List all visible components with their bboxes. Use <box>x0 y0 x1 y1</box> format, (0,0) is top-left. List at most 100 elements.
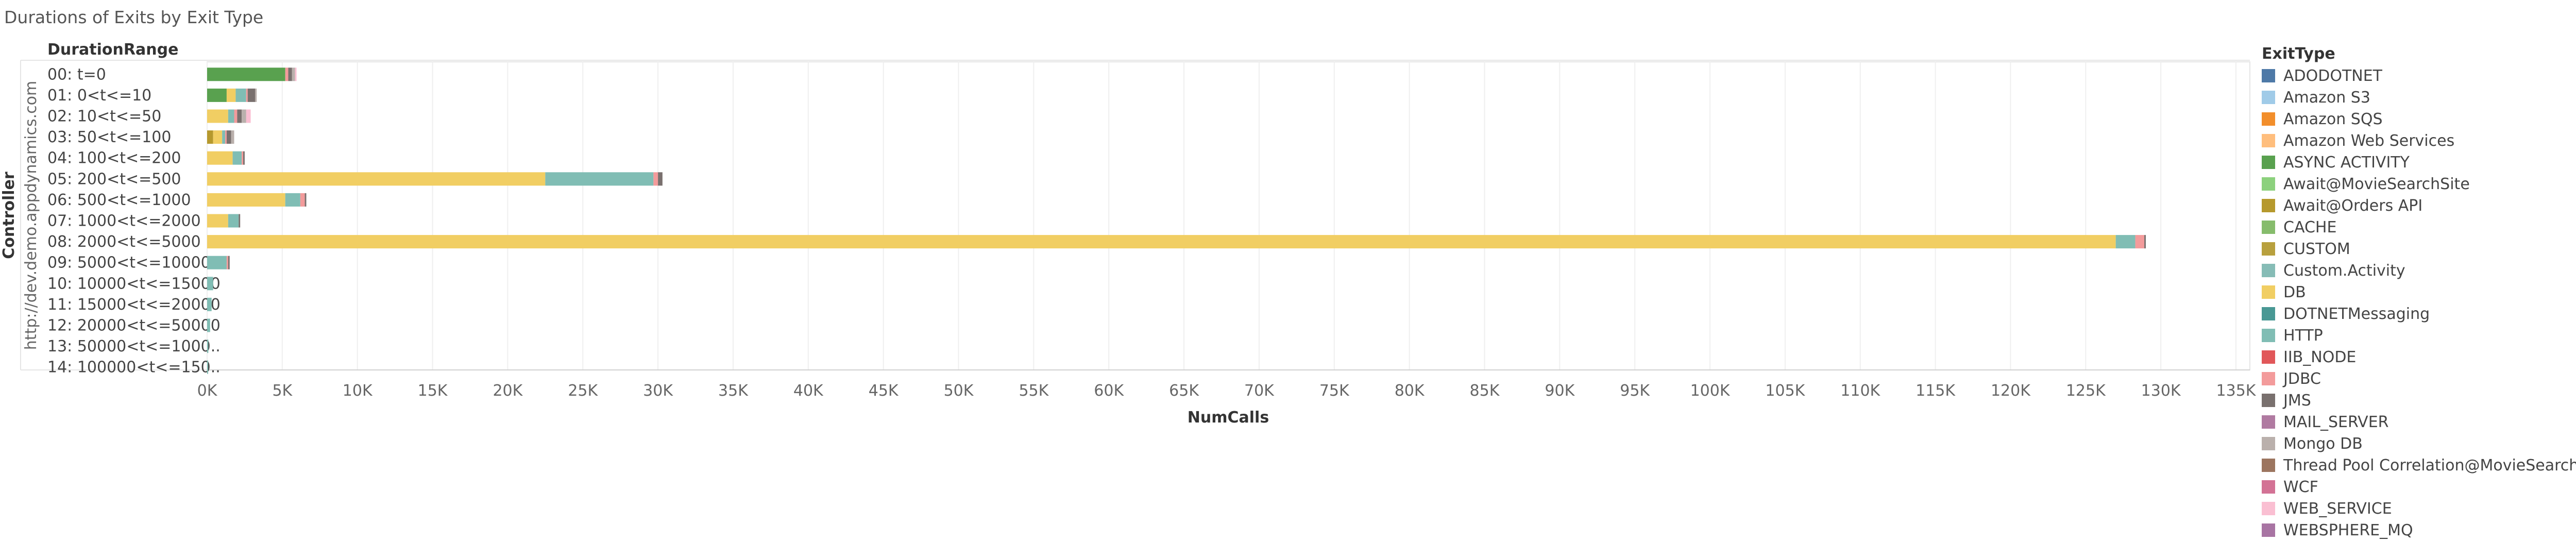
bar-segment[interactable] <box>207 151 233 165</box>
bar-segment[interactable] <box>2144 235 2146 249</box>
x-tick-label: 35K <box>718 382 749 400</box>
bar-segment[interactable] <box>658 172 663 186</box>
x-tick-label: 10K <box>343 382 373 400</box>
bar-segment[interactable] <box>226 130 231 144</box>
bar-segment[interactable] <box>207 256 227 269</box>
bar-segment[interactable] <box>292 67 295 81</box>
bar-segment[interactable] <box>228 256 230 269</box>
bar-segment[interactable] <box>246 88 248 102</box>
legend-label: Mongo DB <box>2283 434 2363 453</box>
x-tick-label: 55K <box>1019 382 1049 400</box>
legend-item[interactable]: DOTNETMessaging <box>2262 303 2576 325</box>
legend-item[interactable]: MAIL_SERVER <box>2262 411 2576 433</box>
bar-segment[interactable] <box>207 340 209 353</box>
legend-item[interactable]: JDBC <box>2262 368 2576 390</box>
bar-segment[interactable] <box>207 67 285 81</box>
x-tick-label: 50K <box>944 382 974 400</box>
bar-segment[interactable] <box>2115 235 2136 249</box>
bar-segment[interactable] <box>207 109 228 123</box>
bar-segment[interactable] <box>295 67 297 81</box>
bar-segment[interactable] <box>285 67 289 81</box>
legend-item[interactable]: WCF <box>2262 476 2576 498</box>
bar-segment[interactable] <box>207 277 213 291</box>
bar-segment[interactable] <box>226 256 228 269</box>
x-tick-label: 100K <box>1690 382 1731 400</box>
legend-item[interactable]: CACHE <box>2262 216 2576 238</box>
bar-segment[interactable] <box>243 151 245 165</box>
bar-segment[interactable] <box>237 109 242 123</box>
legend-item[interactable]: Amazon SQS <box>2262 108 2576 130</box>
bar-segment[interactable] <box>222 130 226 144</box>
legend-swatch <box>2262 91 2275 104</box>
bar-segment[interactable] <box>231 130 234 144</box>
legend-swatch <box>2262 177 2275 191</box>
bar-segment[interactable] <box>207 88 227 102</box>
legend-item[interactable]: JMS <box>2262 390 2576 411</box>
legend-item[interactable]: Amazon S3 <box>2262 87 2576 108</box>
category-label: 00: t=0 <box>47 65 106 83</box>
legend-item[interactable]: ASYNC ACTIVITY <box>2262 151 2576 173</box>
legend-label: CUSTOM <box>2283 240 2350 258</box>
legend-item[interactable]: IIB_NODE <box>2262 346 2576 368</box>
legend-item[interactable]: Await@MovieSearchSite <box>2262 173 2576 195</box>
bar-segment[interactable] <box>207 130 213 144</box>
bar-segment[interactable] <box>207 318 210 332</box>
bar-segment[interactable] <box>228 109 234 123</box>
legend-swatch <box>2262 69 2275 82</box>
x-ticks: 0K 5K 10K 15K 20K 25K 30K 35K 40K 45K 50K 55K 60K 65K… <box>197 382 2257 400</box>
bar-segment[interactable] <box>285 193 300 207</box>
legend-swatch <box>2262 134 2275 147</box>
x-tick-label: 60K <box>1094 382 1124 400</box>
category-label: 13: 50000<t<=1000.. <box>47 337 221 356</box>
bar-segment[interactable] <box>234 109 238 123</box>
legend-item[interactable]: Await@Orders API <box>2262 195 2576 216</box>
x-tick-label: 70K <box>1244 382 1275 400</box>
legend-label: Custom.Activity <box>2283 261 2405 280</box>
bar-segment[interactable] <box>247 88 256 102</box>
bar-segment[interactable] <box>207 235 2116 249</box>
bar-segment[interactable] <box>288 67 292 81</box>
legend-item[interactable]: CUSTOM <box>2262 238 2576 260</box>
x-tick-label: 125K <box>2066 382 2106 400</box>
bar-segment[interactable] <box>242 151 244 165</box>
bar-segment[interactable] <box>207 297 212 311</box>
legend-swatch <box>2262 394 2275 407</box>
legend-label: Amazon S3 <box>2283 88 2370 107</box>
bar-segment[interactable] <box>228 214 239 228</box>
legend-label: ADODOTNET <box>2283 66 2382 85</box>
legend-items: ADODOTNET Amazon S3 Amazon SQS Amazon Web S… <box>2262 65 2576 541</box>
legend-item[interactable]: Amazon Web Services <box>2262 130 2576 151</box>
legend-item[interactable]: WEB_SERVICE <box>2262 498 2576 519</box>
legend-item[interactable]: ADODOTNET <box>2262 65 2576 87</box>
legend-item[interactable]: Mongo DB <box>2262 433 2576 454</box>
bar-segment[interactable] <box>304 193 307 207</box>
bar-segment[interactable] <box>235 88 246 102</box>
legend-item[interactable]: Custom.Activity <box>2262 260 2576 281</box>
bar-segment[interactable] <box>239 214 241 228</box>
bar-segment[interactable] <box>300 193 305 207</box>
bar-segment[interactable] <box>207 360 208 374</box>
legend-item[interactable]: HTTP <box>2262 325 2576 346</box>
legend-item[interactable]: Thread Pool Correlation@MovieSearchSite <box>2262 454 2576 476</box>
bar-segment[interactable] <box>207 214 228 228</box>
legend-label: JDBC <box>2283 369 2321 388</box>
bar-segment[interactable] <box>232 151 242 165</box>
bar-segment[interactable] <box>545 172 654 186</box>
legend-label: JMS <box>2283 391 2311 410</box>
bar-segment[interactable] <box>207 172 546 186</box>
bar-segment[interactable] <box>207 193 285 207</box>
bar-segment[interactable] <box>213 130 223 144</box>
bar-segment[interactable] <box>242 109 246 123</box>
bar-segment[interactable] <box>2135 235 2145 249</box>
bar-segment[interactable] <box>226 88 236 102</box>
legend-label: DB <box>2283 283 2306 301</box>
x-tick-label: 5K <box>272 382 293 400</box>
legend-item[interactable]: DB <box>2262 281 2576 303</box>
bar-segment[interactable] <box>255 88 257 102</box>
bar-segment[interactable] <box>246 109 251 123</box>
bar-segment[interactable] <box>653 172 658 186</box>
legend-swatch <box>2262 307 2275 320</box>
bar-segment[interactable] <box>225 130 227 144</box>
x-tick-label: 75K <box>1319 382 1350 400</box>
legend-item[interactable]: WEBSPHERE_MQ <box>2262 519 2576 541</box>
